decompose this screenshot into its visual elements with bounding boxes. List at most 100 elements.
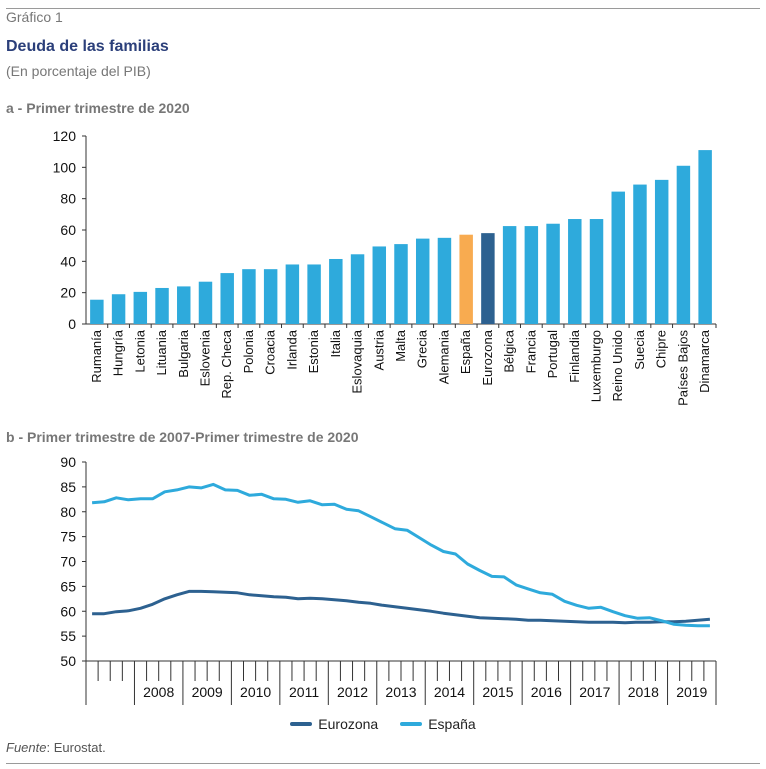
year-label: 2019 (676, 684, 707, 700)
category-label: Finlandia (567, 329, 582, 383)
category-label: Eurozona (480, 329, 495, 385)
category-label: Dinamarca (697, 329, 712, 393)
category-label: Luxemburgo (589, 330, 604, 402)
bar-y-tick-label: 0 (68, 316, 76, 332)
bar-hungria (111, 294, 126, 324)
legend-label-eurozona: Eurozona (318, 716, 379, 732)
line-y-tick-label: 70 (60, 554, 76, 570)
year-label: 2012 (337, 684, 368, 700)
legend-swatch-eurozona (290, 722, 313, 726)
year-label: 2016 (531, 684, 562, 700)
series-line-eurozona (92, 589, 711, 625)
bar-bulgaria (177, 286, 191, 324)
bar-chipre (654, 179, 669, 324)
category-label: Austria (371, 329, 386, 370)
year-label: 2011 (289, 684, 319, 700)
category-label: Bulgaria (176, 329, 191, 377)
year-label: 2008 (143, 684, 174, 700)
bar-croacia (263, 269, 278, 324)
line-y-tick-label: 60 (60, 603, 76, 619)
category-label: Letonia (132, 329, 147, 372)
category-label: Eslovenia (197, 329, 212, 386)
legend-item-eurozona: Eurozona (290, 716, 378, 732)
line-y-tick-label: 55 (60, 628, 76, 644)
bar-polonia (242, 269, 256, 324)
bar-y-tick-label: 60 (60, 222, 76, 238)
bar-francia (524, 226, 539, 324)
bar-malta (394, 244, 408, 324)
line-legend: Eurozona España (0, 716, 766, 732)
year-label: 2017 (579, 684, 610, 700)
category-label: Rumanía (89, 329, 104, 383)
year-label: 2009 (192, 684, 223, 700)
category-label: Suecia (632, 329, 647, 370)
legend-item-espana: España (400, 716, 476, 732)
bar-belgica (502, 226, 517, 324)
category-label: Eslovaquia (350, 329, 365, 393)
bar-suecia (633, 184, 647, 324)
category-label: España (458, 329, 473, 374)
bar-finlandia (568, 219, 582, 324)
bar-paises-bajos (676, 165, 691, 324)
legend-label-espana: España (428, 716, 476, 732)
year-label: 2010 (240, 684, 271, 700)
line-y-tick-label: 50 (60, 653, 76, 669)
bar-luxemburgo (589, 219, 604, 324)
bar-italia (329, 258, 343, 324)
year-label: 2014 (434, 684, 465, 700)
line-y-tick-label: 65 (60, 578, 76, 594)
panel-a-title: a - Primer trimestre de 2020 (6, 100, 190, 116)
category-label: Estonia (306, 329, 321, 373)
category-label: Malta (393, 329, 408, 362)
category-label: Polonia (241, 329, 256, 373)
series-line-espana (91, 482, 710, 628)
category-label: Grecia (415, 329, 430, 368)
bar-reino-unido (611, 191, 625, 324)
source-label: Fuente (6, 740, 47, 755)
bar-estonia (307, 264, 321, 324)
figure-title: Deuda de las familias (6, 38, 169, 55)
bar-y-tick-label: 100 (53, 159, 77, 175)
bar-y-tick-label: 20 (60, 285, 76, 301)
category-label: Países Bajos (675, 330, 690, 406)
year-label: 2013 (385, 684, 416, 700)
bar-irlanda (285, 264, 300, 324)
bar-eslovaquia (350, 254, 365, 324)
source-note: Fuente: Eurostat. (6, 740, 106, 755)
bar-eurozona (481, 233, 495, 324)
bottom-rule (6, 763, 760, 764)
line-y-tick-label: 80 (60, 504, 76, 520)
category-label: Rep. Checa (219, 329, 234, 398)
bar-y-tick-label: 120 (53, 128, 77, 144)
category-label: Portugal (545, 330, 560, 379)
line-y-tick-label: 90 (60, 454, 76, 470)
category-label: Italia (328, 329, 343, 357)
bar-rumania (90, 299, 104, 324)
source-text: : Eurostat. (46, 740, 106, 755)
top-rule (6, 8, 760, 9)
figure-subtitle: (En porcentaje del PIB) (6, 63, 151, 79)
bar-letonia (133, 291, 148, 324)
year-label: 2015 (482, 684, 513, 700)
bar-rep-checa (220, 273, 234, 324)
bar-lituania (155, 287, 169, 324)
category-label: Irlanda (284, 329, 299, 370)
bar-chart: 0 20 40 60 80 100 120 Rumanía Hungría Letonia Litu… (53, 128, 717, 406)
figure-label: Gráfico 1 (6, 9, 63, 25)
line-y-tick-label: 75 (60, 529, 76, 545)
bar-espana (459, 234, 473, 324)
bar-dinamarca (698, 150, 712, 324)
category-label: Lituania (154, 329, 169, 375)
category-label: Croacia (263, 329, 278, 375)
bar-y-tick-label: 40 (60, 253, 76, 269)
bar-alemania (437, 237, 452, 324)
category-label: Alemania (436, 329, 451, 384)
bar-portugal (546, 223, 560, 324)
bar-grecia (415, 238, 430, 324)
line-chart: 50 55 60 65 70 75 80 85 90 2008 2009 2010 2011 2012 20… (60, 454, 717, 705)
category-label: Chipre (654, 330, 669, 368)
bar-y-tick-label: 80 (60, 191, 76, 207)
category-label: Francia (523, 329, 538, 373)
category-label: Reino Unido (610, 330, 625, 402)
year-label: 2018 (628, 684, 659, 700)
